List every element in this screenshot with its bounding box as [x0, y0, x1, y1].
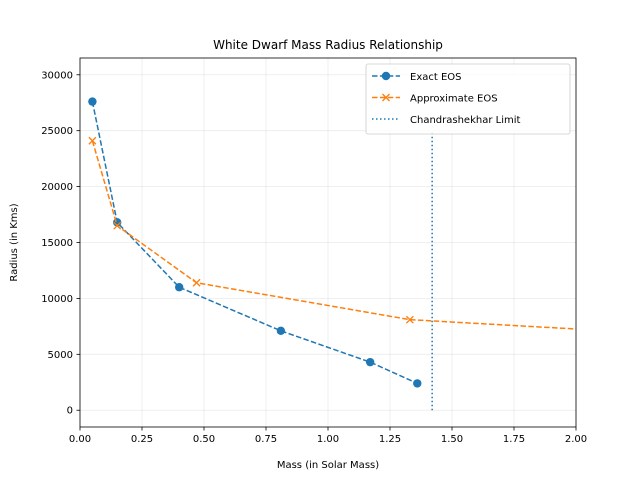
x-tick-label: 2.00	[565, 434, 587, 445]
y-tick-label: 10000	[41, 294, 73, 305]
y-tick-label: 20000	[41, 182, 73, 193]
y-axis-label: Radius (in Kms)	[9, 203, 20, 281]
approximate-eos-point	[192, 278, 201, 287]
x-axis-ticks: 0.00 0.25 0.50 0.75 1.00 1.25 1.50 1.75 2.00	[69, 427, 587, 445]
legend-label: Exact EOS	[410, 72, 462, 83]
legend-marker	[382, 93, 390, 102]
x-tick-label: 1.25	[379, 434, 401, 445]
y-axis-ticks: 0 5000 10000 15000 20000 25000 30000	[41, 70, 80, 417]
x-tick-label: 0.50	[193, 434, 215, 445]
legend-entry-exact-eos: Exact EOS	[372, 71, 462, 83]
legend-label: Chandrashekhar Limit	[410, 115, 520, 126]
approximate-eos-point	[405, 315, 414, 324]
x-tick-label: 1.00	[317, 434, 339, 445]
exact-eos-point	[276, 326, 286, 336]
legend: Exact EOS Approximate EOS Chandrashekhar L…	[365, 63, 571, 135]
exact-eos-point	[88, 97, 97, 106]
legend-entry-approximate-eos: Approximate EOS	[372, 94, 498, 105]
exact-eos-line	[91, 101, 418, 385]
legend-box	[365, 63, 571, 135]
x-tick-label: 0.25	[131, 434, 153, 445]
approximate-eos-point	[113, 221, 122, 230]
chart-title: White Dwarf Mass Radius Relationship	[213, 38, 443, 52]
legend-marker	[381, 71, 391, 81]
y-tick-label: 30000	[41, 70, 73, 81]
x-axis-label: Mass (in Solar Mass)	[277, 460, 379, 471]
series-layer	[88, 97, 592, 388]
y-tick-label: 5000	[48, 350, 73, 361]
x-tick-label: 0.75	[255, 434, 277, 445]
approximate-eos-point	[585, 326, 592, 333]
legend-entry-chandrashekhar-limit: Chandrashekhar Limit	[372, 115, 520, 126]
exact-eos-point	[413, 379, 422, 388]
y-tick-label: 15000	[41, 238, 73, 249]
exact-eos-point	[365, 357, 375, 367]
y-tick-label: 25000	[41, 126, 73, 137]
x-tick-label: 1.75	[503, 434, 525, 445]
y-tick-label: 0	[67, 406, 73, 417]
exact-eos-point	[175, 283, 184, 292]
approximate-eos-point	[88, 136, 97, 145]
legend-label: Approximate EOS	[410, 94, 498, 105]
approximate-eos-series	[88, 136, 592, 333]
x-tick-label: 1.50	[441, 434, 463, 445]
x-tick-label: 0.00	[69, 434, 91, 445]
